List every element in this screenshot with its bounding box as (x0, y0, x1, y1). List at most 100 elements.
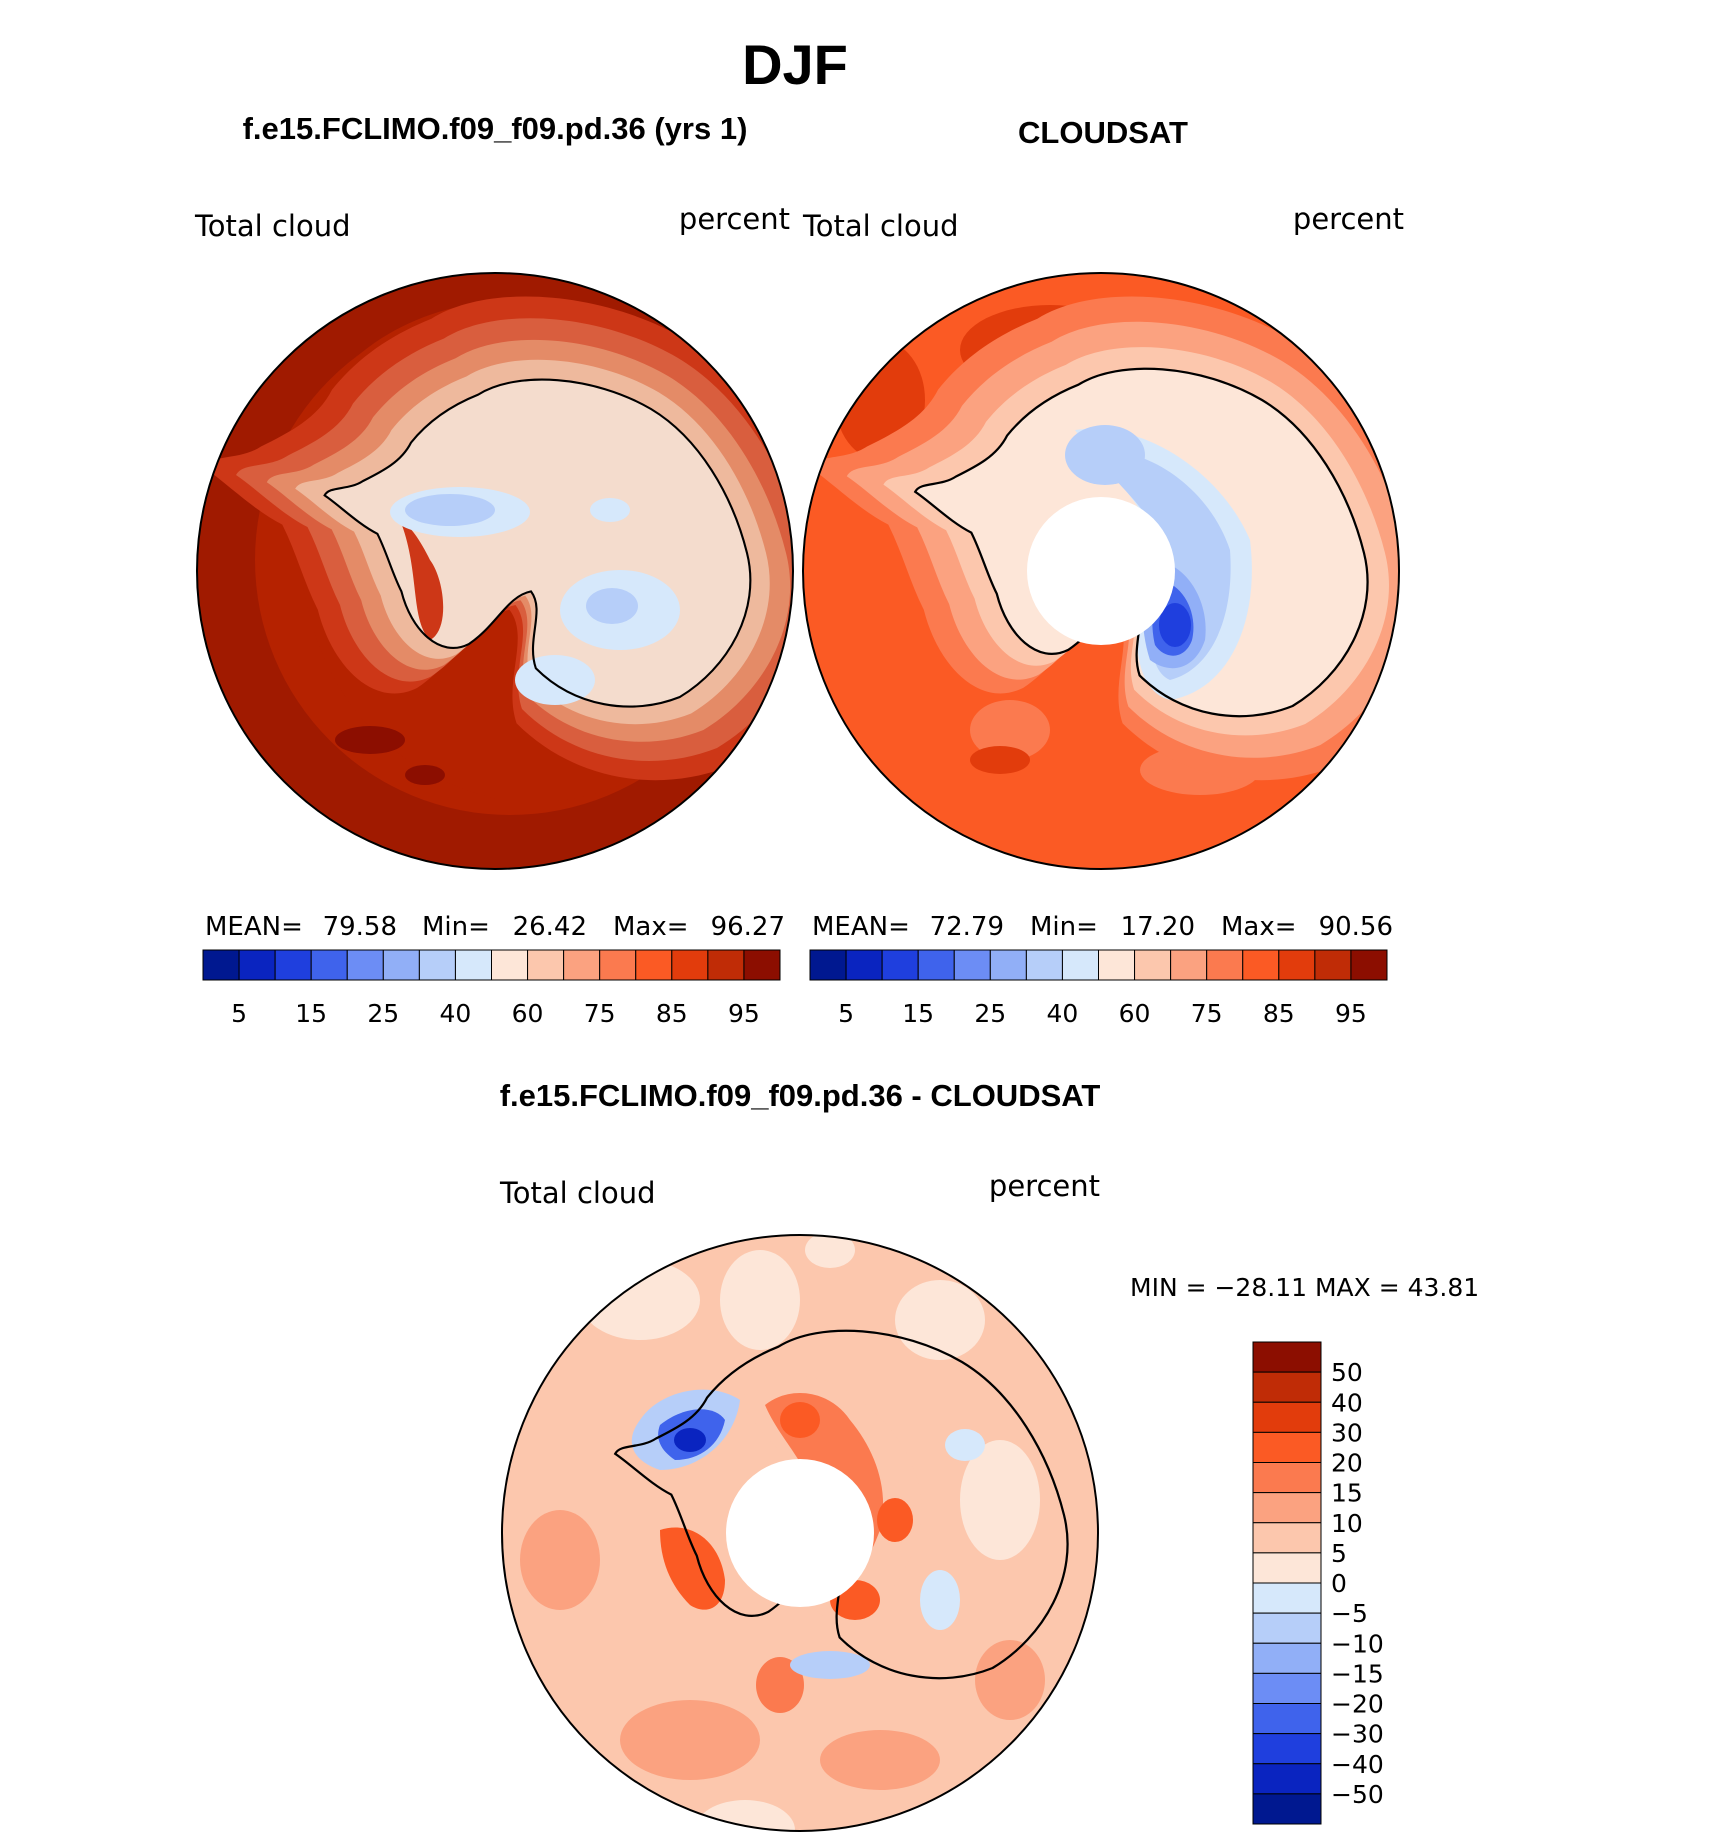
colorbar-swatch (491, 949, 529, 981)
colorbar-swatch (1025, 949, 1063, 981)
colorbar-tick-label: 5 (231, 999, 247, 1028)
panel-obs-unit-label: percent (1293, 202, 1404, 236)
contour-band (586, 588, 638, 624)
map-boundary (802, 272, 1400, 870)
colorbar-tick-label: 20 (1331, 1449, 1363, 1478)
colorbar-tick-label: −10 (1331, 1629, 1384, 1658)
colorbar-swatch (1252, 1793, 1322, 1825)
panel-obs-min-value: 17.20 (1121, 912, 1195, 942)
colorbar-swatch (671, 949, 709, 981)
colorbar-swatch (1252, 1371, 1322, 1403)
colorbar-tick-label: 15 (902, 999, 934, 1028)
missing-data-hole (726, 1459, 874, 1607)
panel-diff-heading: f.e15.FCLIMO.f09_f09.pd.36 - CLOUDSAT (500, 1078, 1101, 1113)
colorbar-swatch (635, 949, 673, 981)
contour-band (790, 1651, 870, 1679)
panel-model-mean-value: 79.58 (323, 912, 397, 942)
contour-band (620, 1700, 760, 1780)
panel-diff-map (502, 1235, 1098, 1831)
panel-model-min-label: Min= (422, 912, 490, 942)
panel-diff-left-label: Total cloud (499, 1176, 655, 1210)
colorbar-swatch (202, 949, 240, 981)
colorbar-swatch (527, 949, 565, 981)
colorbar-tick-label: 85 (656, 999, 688, 1028)
colorbar-tick-label: −40 (1331, 1750, 1384, 1779)
colorbar-tick-label: −5 (1331, 1599, 1368, 1628)
colorbar-swatch (274, 949, 312, 981)
colorbar-swatch (599, 949, 637, 981)
colorbar-tick-label: 5 (1331, 1539, 1347, 1568)
colorbar-tick-label: 75 (1191, 999, 1223, 1028)
contour-band (660, 1527, 725, 1610)
colorbar-swatch (1252, 1642, 1322, 1674)
colorbar-tick-label: 40 (1331, 1388, 1363, 1417)
contour-band (780, 1402, 820, 1438)
colorbar-tick-label: 10 (1331, 1509, 1363, 1538)
colorbar-swatch (845, 949, 883, 981)
colorbar-swatch (707, 949, 745, 981)
colorbar-swatch (1350, 949, 1388, 981)
contour-band (674, 1428, 706, 1452)
contour-band (335, 726, 405, 754)
panel-model-max-value: 96.27 (711, 912, 785, 942)
contour-band (1159, 603, 1191, 647)
colorbar-tick-label: 40 (1047, 999, 1079, 1028)
contour-band (805, 1235, 855, 1268)
contour-band (756, 1657, 804, 1713)
colorbar-swatch (1098, 949, 1136, 981)
colorbar-swatch (238, 949, 276, 981)
colorbar-tick-label: 50 (1331, 1358, 1363, 1387)
contour-band (920, 1570, 960, 1630)
colorbar-swatch (1252, 1431, 1322, 1463)
colorbar-tick-label: 25 (974, 999, 1006, 1028)
colorbar-swatch (917, 949, 955, 981)
colorbar-swatch (310, 949, 348, 981)
figure-title: DJF (742, 33, 848, 96)
colorbar-swatch (563, 949, 601, 981)
panel-model-map (197, 273, 793, 869)
colorbar-tick-label: −20 (1331, 1690, 1384, 1719)
panel-obs-map (803, 273, 1399, 869)
colorbar-swatch (346, 949, 384, 981)
colorbar-swatch (743, 949, 781, 981)
contour-band (400, 520, 444, 640)
colorbar-swatch (1252, 1401, 1322, 1433)
panel-model: f.e15.FCLIMO.f09_f09.pd.36 (yrs 1) Total… (194, 111, 794, 1028)
colorbar-tick-label: 5 (838, 999, 854, 1028)
contour-band (820, 1730, 940, 1790)
colorbar-tick-label: −15 (1331, 1659, 1384, 1688)
contour-band (405, 765, 445, 785)
colorbar-swatch (1278, 949, 1316, 981)
colorbar-tick-label: 60 (1119, 999, 1151, 1028)
panel-model-mean-label: MEAN= (205, 912, 303, 942)
contour-band (580, 1260, 700, 1340)
colorbar-tick-label: 40 (440, 999, 472, 1028)
contour-band (405, 494, 495, 526)
panel-diff-unit-label: percent (989, 1169, 1100, 1203)
contour-band (877, 1498, 913, 1542)
contour-band (520, 1510, 600, 1610)
contour-band (970, 746, 1030, 774)
panel-obs-colorbar: 5 15 25 40 60 75 85 95 (809, 949, 1388, 1028)
colorbar-tick-label: −30 (1331, 1720, 1384, 1749)
missing-data-hole (1027, 497, 1175, 645)
colorbar-swatch (1314, 949, 1352, 981)
panel-obs-max-value: 90.56 (1319, 912, 1393, 942)
panel-model-max-label: Max= (613, 912, 689, 942)
panel-model-colorbar: 5 15 25 40 60 75 85 95 (202, 949, 781, 1028)
panel-obs-left-label: Total cloud (802, 209, 958, 243)
colorbar-swatch (1252, 1522, 1322, 1554)
colorbar-swatch (1252, 1703, 1322, 1735)
colorbar-swatch (1252, 1763, 1322, 1795)
colorbar-swatch (953, 949, 991, 981)
colorbar-tick-label: −50 (1331, 1780, 1384, 1809)
colorbar-tick-label: 95 (728, 999, 760, 1028)
map-boundary (196, 272, 794, 870)
contour-band (1065, 425, 1145, 485)
colorbar-tick-label: 25 (367, 999, 399, 1028)
contour-band (945, 1429, 985, 1461)
panel-model-left-label: Total cloud (194, 209, 350, 243)
colorbar-tick-label: 95 (1335, 999, 1367, 1028)
